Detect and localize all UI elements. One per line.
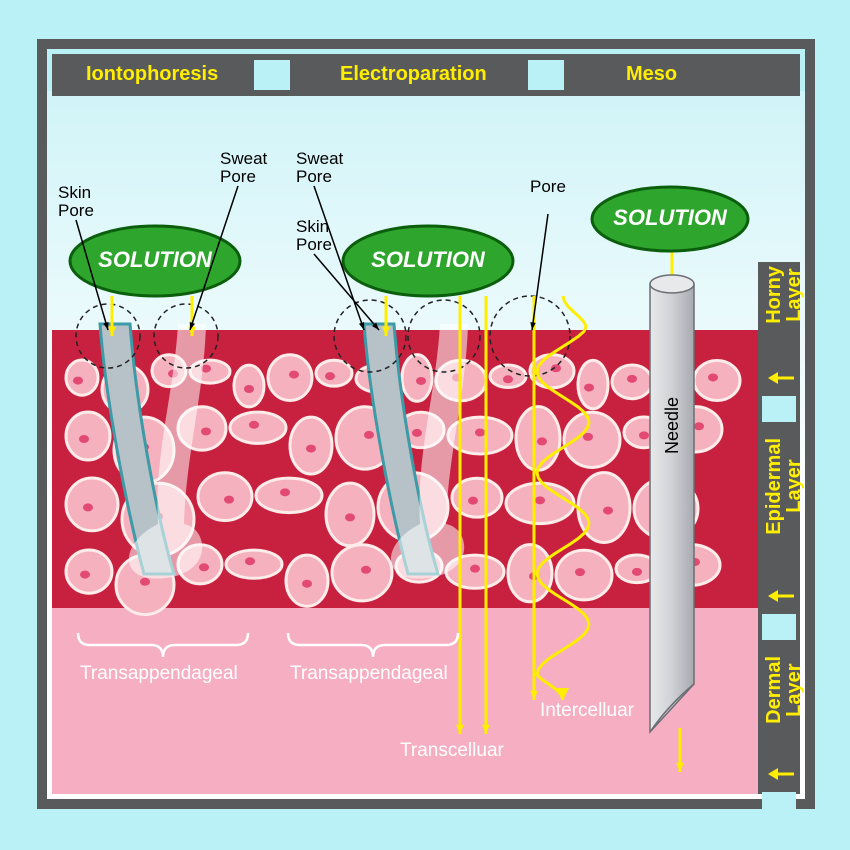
- needle: [650, 284, 694, 732]
- epidermal-cell: [234, 365, 264, 407]
- layer-label: Horny Layer: [764, 266, 804, 324]
- epidermal-cell: [694, 361, 740, 401]
- epidermal-cell: [268, 355, 312, 401]
- epidermal-cell: [556, 550, 612, 600]
- epidermal-cell: [290, 417, 332, 474]
- layer-label: Epidermal Layer: [764, 438, 804, 535]
- epidermal-cell: [66, 478, 118, 531]
- top-bar-label: Iontophoresis: [86, 63, 218, 86]
- epidermal-cell: [490, 365, 526, 388]
- epidermal-cell: [326, 483, 374, 546]
- bottom-label: Transappendageal: [290, 663, 448, 685]
- epidermal-cell: [506, 483, 574, 524]
- right-bar-divider: [762, 792, 796, 818]
- bottom-label: Transcelluar: [400, 740, 504, 762]
- epidermal-cell: [508, 545, 552, 602]
- solution-badge-text: SOLUTION: [343, 247, 513, 273]
- epidermal-cell: [256, 478, 322, 512]
- epidermal-cell: [198, 473, 252, 521]
- skin-pore-2: Skin Pore: [296, 218, 332, 254]
- epidermal-cell: [612, 365, 652, 399]
- epidermal-cell: [66, 550, 112, 593]
- bottom-label: Transappendageal: [80, 663, 238, 685]
- epidermal-cell: [66, 412, 110, 460]
- epidermal-cell: [516, 407, 560, 470]
- epidermal-cell: [226, 550, 282, 578]
- epidermal-cell: [402, 355, 432, 402]
- sweat-pore-1: Sweat Pore: [220, 150, 267, 186]
- bottom-label: Intercelluar: [540, 700, 634, 722]
- epidermal-cell: [66, 360, 98, 395]
- top-bar-divider: [528, 60, 564, 90]
- epidermal-cell: [332, 545, 392, 601]
- sweat-pore-2: Sweat Pore: [296, 150, 343, 186]
- epidermal-cell: [230, 412, 286, 443]
- solution-badge-text: SOLUTION: [592, 205, 748, 231]
- solution-badge-text: SOLUTION: [70, 247, 240, 273]
- top-bar-label: Meso: [626, 63, 677, 86]
- epidermal-cell: [448, 417, 512, 454]
- right-bar-divider: [762, 614, 796, 640]
- epidermal-cell: [578, 360, 608, 408]
- needle-label: Needle: [662, 397, 683, 454]
- right-bar-divider: [762, 396, 796, 422]
- pore: Pore: [530, 178, 566, 196]
- layer-label: Dermal Layer: [764, 656, 804, 724]
- top-bar-divider: [254, 60, 290, 90]
- epidermal-cell: [286, 555, 328, 606]
- top-bar-label: Electroparation: [340, 63, 487, 86]
- skin-pore-1: Skin Pore: [58, 184, 94, 220]
